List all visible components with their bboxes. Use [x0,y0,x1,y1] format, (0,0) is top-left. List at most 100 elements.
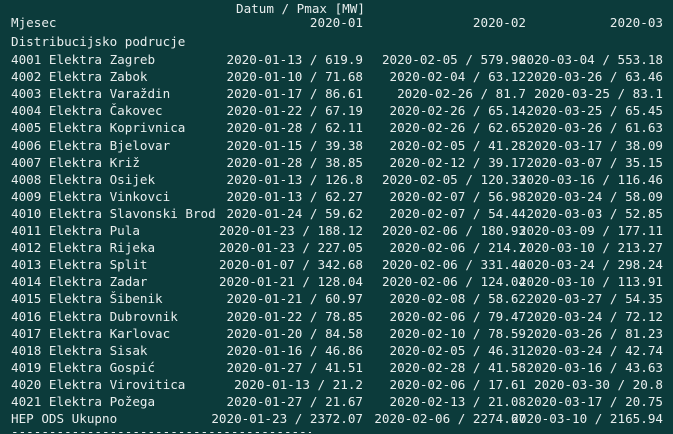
peak-cell: 2020-03-27 / 54.35 [526,291,663,307]
peak-cell: 2020-03-30 / 20.8 [534,376,663,392]
peak-cell: 2020-02-06 / 17.61 [389,376,526,392]
peak-cell: 2020-03-25 / 65.45 [526,103,663,119]
area-name: 4016 Elektra Dubrovnik [11,308,178,324]
peak-cell: 2020-02-10 / 78.59 [389,325,526,341]
area-name: 4010 Elektra Slavonski Brod [11,205,216,221]
area-name: 4004 Elektra Čakovec [11,103,163,119]
peak-cell: 2020-02-07 / 56.98 [389,188,526,204]
table-row: 4012 Elektra Rijeka 2020-01-23 / 227.05 20… [0,239,673,256]
area-name: 4021 Elektra Požega [11,394,156,409]
peak-cell: 2020-02-06 / 214.7 [389,240,526,256]
area-name: 4001 Elektra Zagreb [11,52,156,67]
area-name: 4002 Elektra Zabok [11,69,148,85]
peak-cell: 2020-03-04 / 553.18 [518,52,663,67]
peak-cell: 2020-02-13 / 21.08 [389,394,526,409]
peak-cell: 2020-02-06 / 2274.67 [374,411,526,427]
peak-cell: 2020-01-21 / 128.04 [218,274,363,290]
table-row: 4021 Elektra Požega 2020-01-27 / 21.67 202… [0,393,673,410]
peak-cell: 2020-02-05 / 579.96 [381,52,526,67]
table-row: 4019 Elektra Gospić 2020-01-27 / 41.51 202… [0,359,673,376]
peak-cell: 2020-03-26 / 81.23 [526,325,663,341]
peak-cell: 2020-01-13 / 126.8 [226,171,363,187]
area-name: 4014 Elektra Zadar [11,274,148,290]
area-name: 4017 Elektra Karlovac [11,325,171,341]
peak-cell: 2020-03-17 / 20.75 [526,394,663,409]
area-name: 4020 Elektra Virovitica [11,376,186,392]
index-header-row: Distribucijsko podrucje [0,33,673,50]
peak-cell: 2020-02-05 / 120.33 [381,171,526,187]
peak-cell: 2020-01-17 / 86.61 [226,86,363,102]
peak-cell: 2020-03-24 / 42.74 [526,342,663,358]
table-row: 4016 Elektra Dubrovnik 2020-01-22 / 78.85… [0,308,673,325]
table-row: 4009 Elektra Vinkovci 2020-01-13 / 62.27 2… [0,188,673,205]
peak-cell: 2020-03-24 / 72.12 [526,308,663,324]
peak-cell: 2020-01-28 / 38.85 [226,154,363,170]
table-row: 4018 Elektra Sisak 2020-01-16 / 46.86 2020… [0,342,673,359]
table-row: 4001 Elektra Zagreb 2020-01-13 / 619.9 202… [0,51,673,68]
peak-cell: 2020-01-13 / 21.2 [234,376,363,392]
index-name: Distribucijsko podrucje [11,34,186,49]
peak-cell: 2020-03-24 / 298.24 [518,257,663,273]
peak-cell: 2020-03-16 / 43.63 [526,359,663,375]
peak-cell: 2020-03-10 / 113.91 [518,274,663,290]
peak-cell: 2020-01-21 / 60.97 [226,291,363,307]
peak-cell: 2020-01-16 / 46.86 [226,342,363,358]
table-row: 4006 Elektra Bjelovar 2020-01-15 / 39.38 2… [0,137,673,154]
peak-cell: 2020-02-04 / 63.12 [389,69,526,85]
area-name: 4007 Elektra Križ [11,154,140,170]
peak-cell: 2020-03-17 / 38.09 [526,137,663,153]
table-row: HEP ODS Ukupno 2020-01-23 / 2372.07 2020-0… [0,410,673,427]
peak-cell: 2020-02-05 / 46.31 [389,342,526,358]
peak-cell: 2020-03-26 / 61.63 [526,120,663,136]
month-header: 2020-02 [472,15,526,30]
area-name: 4005 Elektra Koprivnica [11,120,186,136]
peak-cell: 2020-03-03 / 52.85 [526,205,663,221]
peak-cell: 2020-03-09 / 177.11 [518,223,663,238]
peak-cell: 2020-03-10 / 2165.94 [511,411,663,427]
peak-cell: 2020-01-20 / 84.58 [226,325,363,341]
area-name: 4011 Elektra Pula [11,223,140,238]
peak-cell: 2020-02-06 / 180.93 [381,223,526,238]
peak-cell: 2020-01-22 / 67.19 [226,103,363,119]
table-row: 4017 Elektra Karlovac 2020-01-20 / 84.58 2… [0,325,673,342]
peak-cell: 2020-02-26 / 81.7 [397,86,526,102]
peak-cell: 2020-01-27 / 21.67 [226,394,363,409]
peak-cell: 2020-01-10 / 71.68 [226,69,363,85]
peak-cell: 2020-02-26 / 65.14 [389,103,526,119]
area-name: 4003 Elektra Varaždin [11,86,171,102]
peak-cell: 2020-02-07 / 54.44 [389,205,526,221]
area-name: HEP ODS Ukupno [11,411,118,427]
peak-cell: 2020-03-25 / 83.1 [534,86,663,102]
peak-cell: 2020-01-27 / 41.51 [226,359,363,375]
area-name: 4009 Elektra Vinkovci [11,188,171,204]
peak-cell: 2020-03-26 / 63.46 [526,69,663,85]
peak-cell: 2020-02-06 / 79.47 [389,308,526,324]
table-row: 4007 Elektra Križ 2020-01-28 / 38.85 2020-… [0,154,673,171]
row-label: Mjesec [11,15,57,30]
peak-cell: 2020-02-12 / 39.17 [389,154,526,170]
peak-cell: 2020-03-10 / 213.27 [518,240,663,256]
peak-cell: 2020-02-28 / 41.58 [389,359,526,375]
peak-cell: 2020-01-22 / 78.85 [226,308,363,324]
table-row: 4004 Elektra Čakovec 2020-01-22 / 67.19 20… [0,102,673,119]
peak-cell: 2020-01-15 / 39.38 [226,137,363,153]
peak-cell: 2020-01-23 / 2372.07 [211,411,363,427]
table-row: 4003 Elektra Varaždin 2020-01-17 / 86.61 2… [0,85,673,102]
table-title-row: Datum / Pmax [MW] [0,0,673,17]
peak-cell: 2020-02-26 / 62.65 [389,120,526,136]
table-row: 4014 Elektra Zadar 2020-01-21 / 128.04 202… [0,273,673,290]
peak-cell: 2020-03-24 / 58.09 [526,188,663,204]
table-row: 4010 Elektra Slavonski Brod 2020-01-24 / … [0,205,673,222]
table-row: 4011 Elektra Pula 2020-01-23 / 188.12 2020… [0,222,673,239]
area-name: 4012 Elektra Rijeka [11,240,156,256]
peak-cell: 2020-01-28 / 62.11 [226,120,363,136]
area-name: 4013 Elektra Split [11,257,148,273]
area-name: 4008 Elektra Osijek [11,171,156,187]
table-row: 4002 Elektra Zabok 2020-01-10 / 71.68 2020… [0,68,673,85]
peak-cell: 2020-03-16 / 116.46 [518,171,663,187]
peak-cell: 2020-01-07 / 342.68 [218,257,363,273]
area-name: 4019 Elektra Gospić [11,359,156,375]
peak-cell: 2020-01-23 / 188.12 [218,223,363,238]
peak-cell: 2020-01-13 / 62.27 [226,188,363,204]
